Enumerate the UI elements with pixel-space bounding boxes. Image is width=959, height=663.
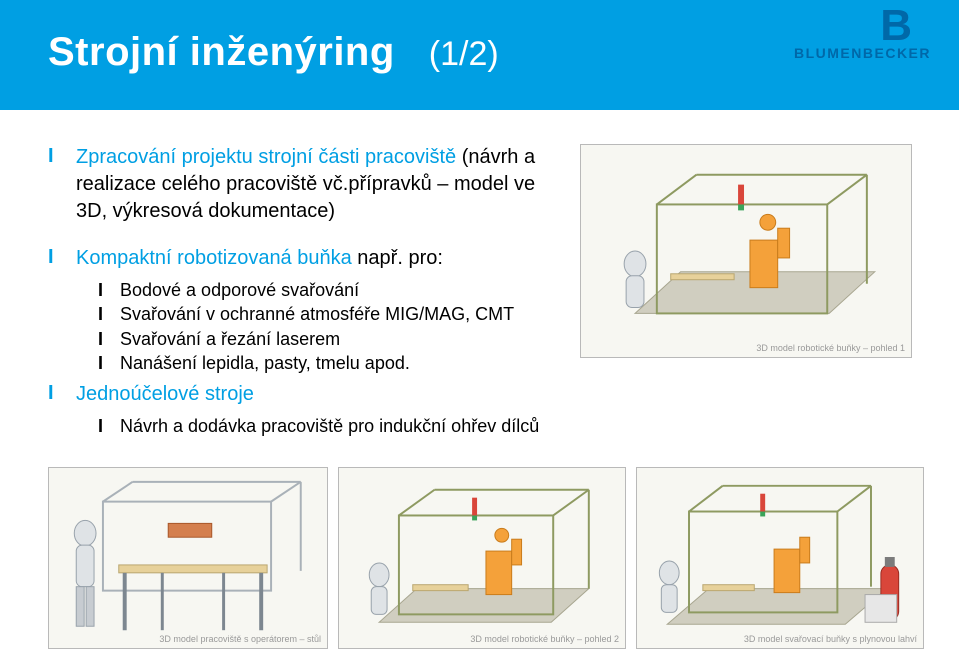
- sub-marker: I: [98, 351, 120, 375]
- sub-item: I Nanášení lepidla, pasty, tmelu apod.: [48, 351, 568, 375]
- bullet-trail: např. pro:: [357, 247, 443, 269]
- bullet-marker: I: [48, 381, 76, 406]
- cad-render-icon: [49, 468, 327, 648]
- sub-item: I Svařování a řezání laserem: [48, 327, 568, 351]
- cad-render-icon: [339, 468, 625, 648]
- bullet-text: Kompaktní robotizovaná buňka např. pro:: [76, 245, 443, 272]
- logo-letter: B: [880, 8, 910, 43]
- page-indicator: (1/2): [429, 35, 499, 74]
- cad-render-icon: [637, 468, 923, 648]
- figure-alt: 3D model svařovací buňky s plynovou lahv…: [744, 634, 917, 644]
- bullet-marker: I: [48, 245, 76, 270]
- bullet-text: Zpracování projektu strojní části pracov…: [76, 144, 568, 225]
- figure-bottom-left: 3D model pracoviště s operátorem – stůl: [48, 467, 328, 649]
- bullet-lead: Jednoúčelové stroje: [76, 383, 254, 405]
- sub-marker: I: [98, 302, 120, 326]
- logo-wordmark: BLUMENBECKER: [791, 45, 931, 61]
- bottom-image-row: 3D model pracoviště s operátorem – stůl …: [48, 467, 924, 649]
- figure-bottom-right: 3D model svařovací buňky s plynovou lahv…: [636, 467, 924, 649]
- bullet-lead: Zpracování projektu strojní části pracov…: [76, 146, 456, 168]
- cad-render-icon: [581, 145, 911, 357]
- sub-marker: I: [98, 414, 120, 438]
- sub-text: Návrh a dodávka pracoviště pro indukční …: [120, 414, 539, 438]
- logo-accent-dash: [915, 32, 929, 39]
- sub-item: I Svařování v ochranné atmosféře MIG/MAG…: [48, 302, 568, 326]
- content-area: I Zpracování projektu strojní části prac…: [0, 110, 959, 438]
- sub-marker: I: [98, 327, 120, 351]
- sub-marker: I: [98, 278, 120, 302]
- bullet-lead: Kompaktní robotizovaná buňka: [76, 247, 352, 269]
- sub-item: I Bodové a odporové svařování: [48, 278, 568, 302]
- page-title: Strojní inženýring: [48, 30, 395, 75]
- sub-list: I Návrh a dodávka pracoviště pro indukčn…: [48, 414, 568, 438]
- bullet-item: I Jednoúčelové stroje: [48, 381, 568, 408]
- bullet-marker: I: [48, 144, 76, 169]
- bullet-item: I Kompaktní robotizovaná buňka např. pro…: [48, 245, 568, 272]
- figure-top-right: 3D model robotické buňky – pohled 1: [580, 144, 912, 358]
- sub-text: Bodové a odporové svařování: [120, 278, 359, 302]
- sub-text: Nanášení lepidla, pasty, tmelu apod.: [120, 351, 410, 375]
- sub-text: Svařování v ochranné atmosféře MIG/MAG, …: [120, 302, 514, 326]
- figure-bottom-middle: 3D model robotické buňky – pohled 2: [338, 467, 626, 649]
- sub-list: I Bodové a odporové svařování I Svařován…: [48, 278, 568, 375]
- figure-alt: 3D model robotické buňky – pohled 2: [470, 634, 619, 644]
- sub-item: I Návrh a dodávka pracoviště pro indukčn…: [48, 414, 568, 438]
- bullet-text: Jednoúčelové stroje: [76, 381, 254, 408]
- figure-alt: 3D model robotické buňky – pohled 1: [756, 343, 905, 353]
- brand-logo: B BLUMENBECKER: [791, 8, 931, 61]
- logo-mark: B: [791, 8, 931, 43]
- sub-text: Svařování a řezání laserem: [120, 327, 340, 351]
- figure-alt: 3D model pracoviště s operátorem – stůl: [159, 634, 321, 644]
- text-column: I Zpracování projektu strojní části prac…: [48, 144, 568, 438]
- image-column: 3D model robotické buňky – pohled 1: [580, 144, 912, 438]
- bullet-item: I Zpracování projektu strojní části prac…: [48, 144, 568, 225]
